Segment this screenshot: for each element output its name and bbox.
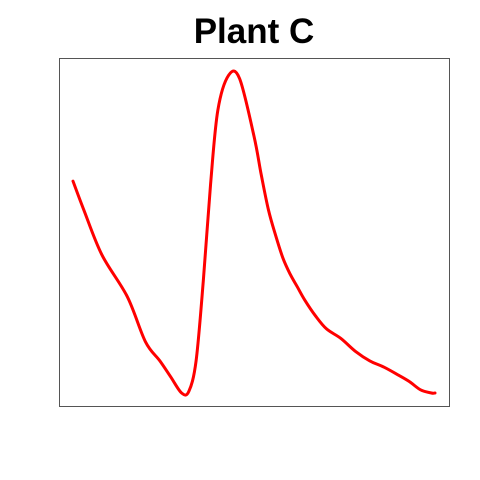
plot-frame — [60, 59, 450, 407]
series-layer — [73, 71, 435, 395]
series-line-0 — [73, 71, 435, 395]
chart-title: Plant C — [194, 12, 315, 51]
